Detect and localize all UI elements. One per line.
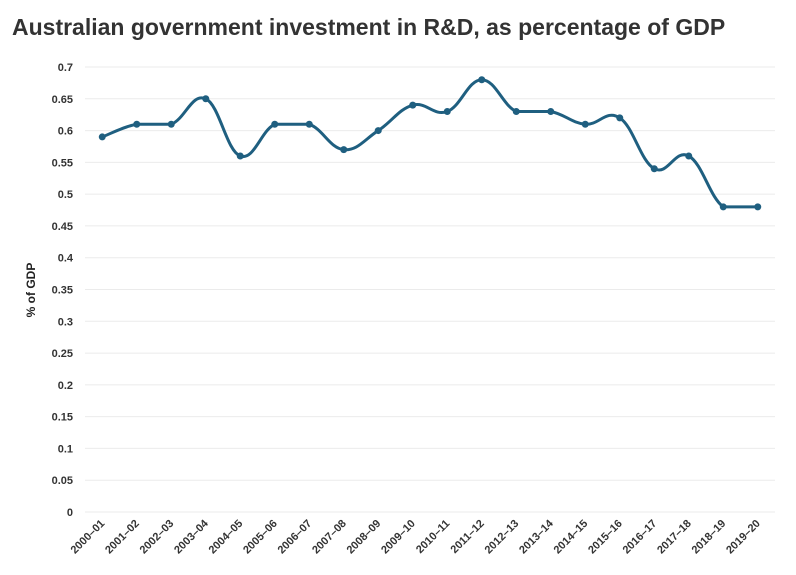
data-point[interactable] — [271, 120, 279, 128]
data-point[interactable] — [719, 203, 727, 211]
data-point[interactable] — [547, 108, 555, 115]
x-tick-label: 2007–08 — [310, 518, 349, 557]
y-tick-label: 0.7 — [58, 62, 73, 74]
x-tick-label: 2002–03 — [138, 518, 177, 557]
x-tick-label: 2017–18 — [655, 518, 694, 557]
data-point[interactable] — [616, 114, 624, 122]
x-tick-label: 2000–01 — [69, 518, 108, 557]
y-axis-ticks: 0 0.05 0.1 0.15 0.2 0.25 0.3 0.35 0.4 0.45 0.5 0.55… — [52, 62, 74, 519]
x-tick-label: 2003–04 — [172, 517, 211, 556]
y-tick-label: 0.45 — [52, 221, 73, 233]
data-point[interactable] — [685, 152, 693, 160]
data-point[interactable] — [409, 101, 417, 109]
x-tick-label: 2013–14 — [517, 517, 556, 556]
x-tick-label: 2010–11 — [414, 518, 452, 556]
data-points — [98, 76, 762, 211]
x-tick-label: 2004–05 — [207, 518, 246, 557]
y-tick-label: 0.1 — [58, 443, 73, 455]
y-tick-label: 0.05 — [52, 475, 73, 487]
y-tick-label: 0.5 — [58, 189, 73, 201]
x-tick-label: 2005–06 — [241, 518, 280, 557]
chart-title: Australian government investment in R&D,… — [12, 14, 726, 40]
x-tick-label: 2015–16 — [586, 518, 625, 557]
x-tick-label: 2019–20 — [724, 518, 763, 557]
data-point[interactable] — [443, 108, 451, 115]
y-tick-label: 0 — [67, 507, 73, 519]
y-tick-label: 0.35 — [52, 285, 73, 297]
data-point[interactable] — [650, 165, 658, 173]
x-tick-label: 2018–19 — [690, 518, 729, 557]
y-tick-label: 0.4 — [58, 253, 74, 265]
data-point[interactable] — [305, 120, 313, 128]
data-point[interactable] — [340, 146, 348, 154]
x-tick-label: 2008–09 — [345, 518, 384, 557]
gridlines — [85, 66, 775, 513]
x-tick-label: 2006–07 — [276, 518, 315, 557]
y-tick-label: 0.3 — [58, 316, 73, 328]
data-point[interactable] — [236, 152, 244, 160]
x-tick-label: 2011–12 — [449, 518, 487, 556]
data-point[interactable] — [512, 108, 520, 115]
data-point[interactable] — [478, 76, 486, 84]
x-axis-ticks: 2000–012001–022002–032003–042004–052005–… — [69, 517, 763, 556]
data-point[interactable] — [581, 120, 589, 128]
y-tick-label: 0.55 — [52, 157, 73, 169]
y-tick-label: 0.65 — [52, 94, 73, 106]
data-point[interactable] — [374, 127, 382, 135]
x-tick-label: 2016–17 — [621, 518, 660, 557]
data-point[interactable] — [98, 133, 106, 141]
data-point[interactable] — [754, 203, 762, 211]
y-tick-label: 0.25 — [52, 348, 73, 360]
x-tick-label: 2012–13 — [483, 518, 522, 557]
x-tick-label: 2009–10 — [379, 518, 418, 557]
y-tick-label: 0.6 — [58, 126, 73, 138]
x-tick-label: 2001–02 — [103, 518, 142, 557]
y-tick-label: 0.2 — [58, 380, 73, 392]
y-axis-title: % of GDP — [24, 263, 38, 318]
data-point[interactable] — [133, 120, 141, 128]
data-point[interactable] — [167, 120, 175, 128]
data-point[interactable] — [202, 95, 210, 103]
y-tick-label: 0.15 — [52, 412, 73, 424]
x-tick-label: 2014–15 — [552, 518, 591, 557]
